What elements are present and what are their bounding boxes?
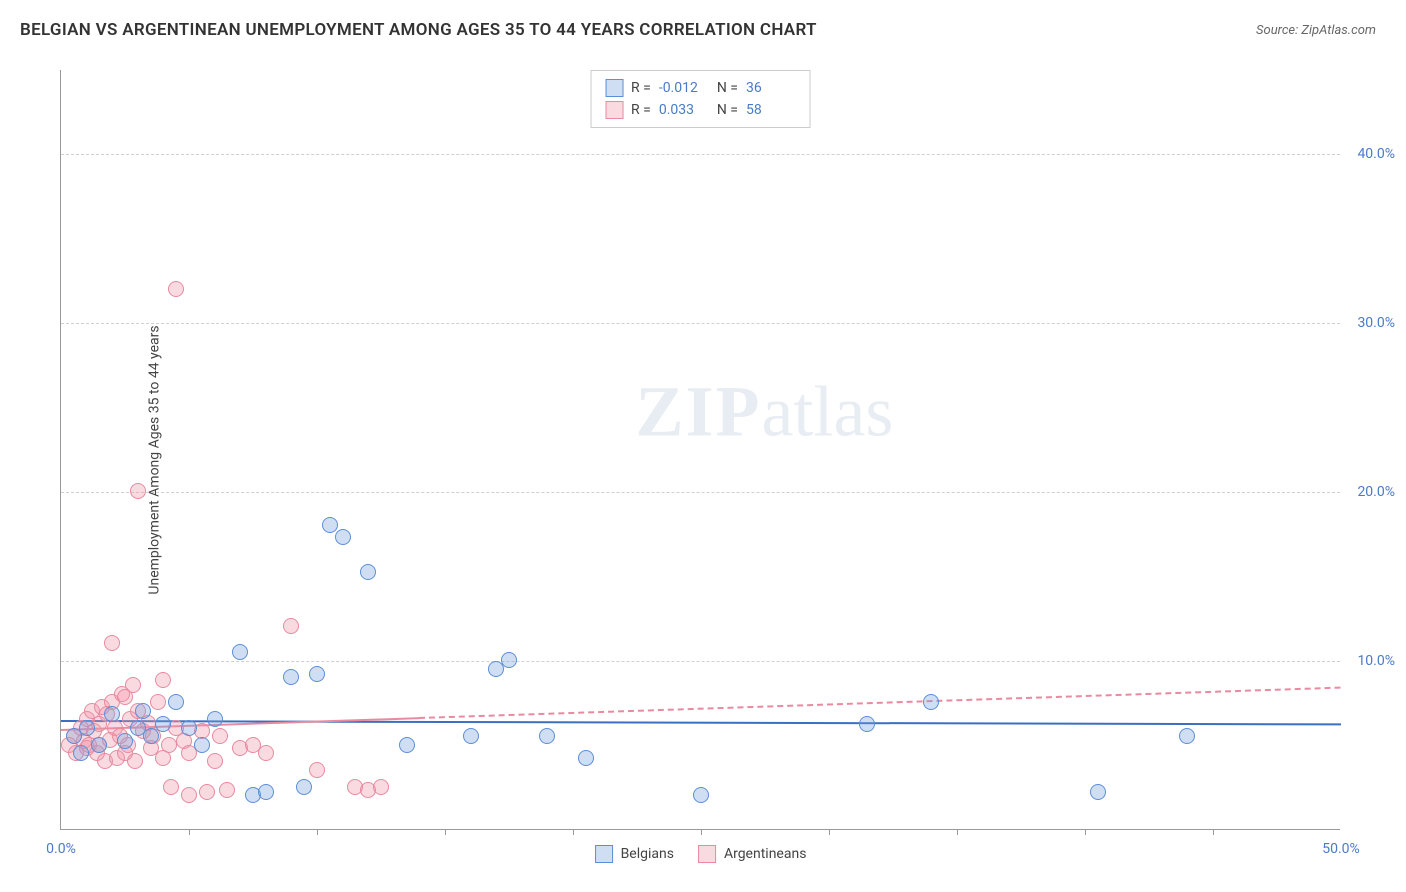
y-tick-label: 40.0% — [1357, 146, 1395, 162]
legend-item-argentineans: Argentineans — [698, 845, 806, 863]
legend-stats-row-belgians: R = -0.012 N = 36 — [605, 77, 796, 99]
data-point-belgians — [463, 728, 479, 744]
data-point-belgians — [232, 644, 248, 660]
gridline — [61, 323, 1340, 324]
y-tick-label: 30.0% — [1357, 315, 1395, 331]
x-tick — [957, 829, 958, 835]
x-tick — [1085, 829, 1086, 835]
legend-label-argentineans: Argentineans — [724, 846, 806, 862]
data-point-argentineans — [127, 753, 143, 769]
data-point-belgians — [73, 745, 89, 761]
x-tick — [189, 829, 190, 835]
data-point-argentineans — [309, 762, 325, 778]
data-point-belgians — [283, 669, 299, 685]
stat-n-label: N = — [717, 102, 738, 118]
x-tick — [445, 829, 446, 835]
legend-series: Belgians Argentineans — [595, 845, 807, 863]
data-point-belgians — [117, 733, 133, 749]
data-point-belgians — [135, 703, 151, 719]
data-point-argentineans — [161, 737, 177, 753]
data-point-belgians — [859, 716, 875, 732]
swatch-argentineans-icon — [605, 101, 623, 119]
chart-source: Source: ZipAtlas.com — [1256, 23, 1376, 38]
data-point-belgians — [79, 720, 95, 736]
data-point-argentineans — [373, 779, 389, 795]
data-point-belgians — [207, 711, 223, 727]
data-point-belgians — [693, 787, 709, 803]
data-point-belgians — [399, 737, 415, 753]
stat-r-label: R = — [631, 80, 651, 96]
data-point-argentineans — [130, 483, 146, 499]
data-point-belgians — [168, 694, 184, 710]
data-point-argentineans — [212, 728, 228, 744]
data-point-belgians — [104, 706, 120, 722]
stat-n-belgians: 36 — [746, 80, 796, 96]
stat-n-argentineans: 58 — [746, 102, 796, 118]
data-point-argentineans — [125, 677, 141, 693]
data-point-argentineans — [258, 745, 274, 761]
data-point-belgians — [181, 720, 197, 736]
x-tick — [1213, 829, 1214, 835]
legend-label-belgians: Belgians — [621, 846, 674, 862]
data-point-belgians — [296, 779, 312, 795]
trend-line-argentineans — [419, 686, 1341, 718]
watermark-zip: ZIP — [635, 371, 761, 451]
watermark: ZIPatlas — [635, 370, 893, 453]
gridline — [61, 492, 1340, 493]
data-point-belgians — [322, 517, 338, 533]
x-tick — [317, 829, 318, 835]
data-point-argentineans — [104, 635, 120, 651]
x-tick — [829, 829, 830, 835]
legend-stats: R = -0.012 N = 36 R = 0.033 N = 58 — [590, 70, 811, 128]
data-point-argentineans — [155, 672, 171, 688]
data-point-belgians — [923, 694, 939, 710]
data-point-belgians — [1179, 728, 1195, 744]
x-tick — [573, 829, 574, 835]
data-point-belgians — [1090, 784, 1106, 800]
data-point-argentineans — [199, 784, 215, 800]
data-point-argentineans — [181, 787, 197, 803]
chart-title: BELGIAN VS ARGENTINEAN UNEMPLOYMENT AMON… — [20, 20, 817, 40]
y-tick-label: 20.0% — [1357, 484, 1395, 500]
data-point-belgians — [258, 784, 274, 800]
swatch-belgians-icon — [605, 79, 623, 97]
watermark-atlas: atlas — [761, 371, 893, 451]
plot-area: ZIPatlas R = -0.012 N = 36 R = 0.033 N =… — [60, 70, 1340, 830]
data-point-belgians — [360, 564, 376, 580]
data-point-belgians — [309, 666, 325, 682]
gridline — [61, 154, 1340, 155]
data-point-argentineans — [150, 694, 166, 710]
x-tick-label: 0.0% — [46, 841, 76, 857]
swatch-belgians-icon — [595, 845, 613, 863]
data-point-argentineans — [163, 779, 179, 795]
stat-r-label: R = — [631, 102, 651, 118]
data-point-belgians — [91, 737, 107, 753]
stat-r-argentineans: 0.033 — [659, 102, 709, 118]
data-point-argentineans — [219, 782, 235, 798]
data-point-argentineans — [283, 618, 299, 634]
swatch-argentineans-icon — [698, 845, 716, 863]
y-tick-label: 10.0% — [1357, 653, 1395, 669]
x-tick — [701, 829, 702, 835]
gridline — [61, 661, 1340, 662]
legend-stats-row-argentineans: R = 0.033 N = 58 — [605, 99, 796, 121]
data-point-belgians — [501, 652, 517, 668]
stat-r-belgians: -0.012 — [659, 80, 709, 96]
data-point-belgians — [194, 737, 210, 753]
data-point-belgians — [155, 716, 171, 732]
data-point-argentineans — [207, 753, 223, 769]
data-point-belgians — [578, 750, 594, 766]
chart-container: Unemployment Among Ages 35 to 44 years Z… — [50, 60, 1380, 860]
data-point-argentineans — [168, 281, 184, 297]
data-point-belgians — [143, 728, 159, 744]
data-point-belgians — [539, 728, 555, 744]
stat-n-label: N = — [717, 80, 738, 96]
data-point-belgians — [335, 529, 351, 545]
x-tick-label: 50.0% — [1322, 841, 1360, 857]
legend-item-belgians: Belgians — [595, 845, 674, 863]
